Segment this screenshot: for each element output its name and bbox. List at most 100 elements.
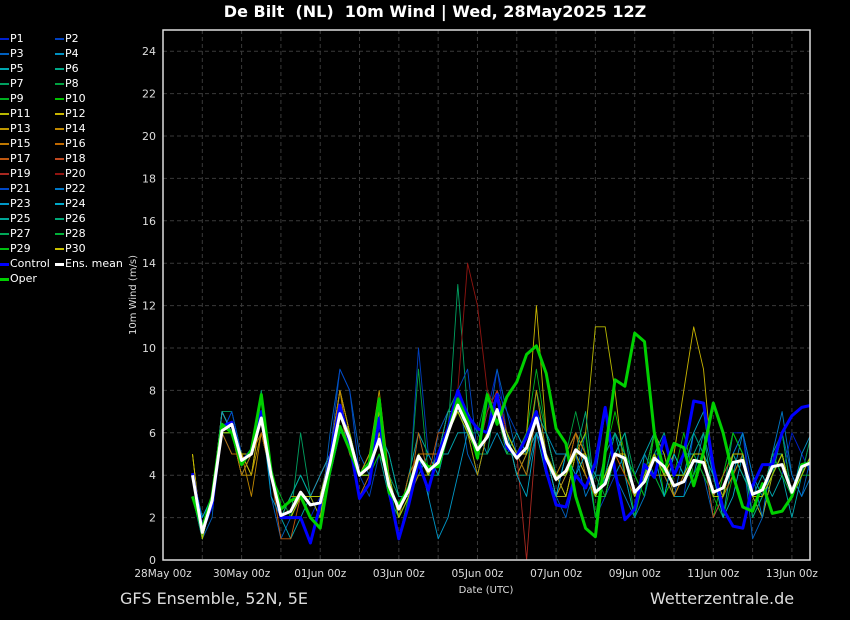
x-axis-label: Date (UTC)	[459, 585, 514, 596]
legend-item: P2	[55, 32, 79, 46]
y-tick-label: 6	[149, 427, 156, 440]
x-tick-label: 09Jun 00z	[609, 568, 661, 580]
legend-item: P29	[0, 242, 31, 256]
legend-label: P7	[10, 77, 24, 90]
x-tick-label: 28May 00z	[134, 568, 192, 580]
legend-item: P7	[0, 77, 24, 91]
legend-swatch	[55, 158, 64, 160]
legend-swatch	[0, 128, 9, 130]
legend-swatch	[55, 98, 64, 100]
legend-label: P28	[65, 227, 86, 240]
legend-item: P28	[55, 227, 86, 241]
legend-item: P17	[0, 152, 31, 166]
legend-label: P13	[10, 122, 31, 135]
legend-label: P9	[10, 92, 24, 105]
legend-label: P30	[65, 242, 86, 255]
y-tick-label: 16	[142, 215, 156, 228]
legend-swatch	[0, 143, 9, 145]
legend-label: P21	[10, 182, 31, 195]
legend-swatch	[0, 277, 9, 281]
legend-swatch	[55, 173, 64, 175]
legend-item: Ens. mean	[55, 257, 123, 271]
legend-label: P20	[65, 167, 86, 180]
legend-item: Oper	[0, 272, 37, 286]
legend-swatch	[55, 143, 64, 145]
legend-item: P21	[0, 182, 31, 196]
legend-swatch	[0, 203, 9, 205]
legend-item: P25	[0, 212, 31, 226]
legend-label: P25	[10, 212, 31, 225]
legend-label: P10	[65, 92, 86, 105]
x-tick-label: 01Jun 00z	[294, 568, 346, 580]
y-tick-label: 22	[142, 88, 156, 101]
legend-item: P12	[55, 107, 86, 121]
legend-item: P13	[0, 122, 31, 136]
legend-item: P20	[55, 167, 86, 181]
legend-label: P29	[10, 242, 31, 255]
legend-swatch	[0, 233, 9, 235]
legend-swatch	[55, 233, 64, 235]
legend-label: P2	[65, 32, 79, 45]
x-tick-label: 05Jun 00z	[451, 568, 503, 580]
y-tick-label: 2	[149, 512, 156, 525]
legend-swatch	[55, 113, 64, 115]
legend-item: P3	[0, 47, 24, 61]
y-tick-label: 8	[149, 384, 156, 397]
legend-swatch	[0, 113, 9, 115]
x-tick-label: 07Jun 00z	[530, 568, 582, 580]
legend-item: P22	[55, 182, 86, 196]
legend-item: P19	[0, 167, 31, 181]
x-tick-label: 11Jun 00z	[687, 568, 739, 580]
x-tick-label: 03Jun 00z	[373, 568, 425, 580]
legend-item: Control	[0, 257, 50, 271]
legend-swatch	[0, 248, 9, 250]
legend-swatch	[55, 203, 64, 205]
legend-swatch	[55, 188, 64, 190]
legend-label: P4	[65, 47, 79, 60]
legend-label: P22	[65, 182, 86, 195]
legend-item: P9	[0, 92, 24, 106]
legend-label: P16	[65, 137, 86, 150]
y-tick-label: 20	[142, 130, 156, 143]
legend-swatch	[0, 38, 9, 40]
legend-item: P30	[55, 242, 86, 256]
legend-swatch	[0, 98, 9, 100]
legend-label: P15	[10, 137, 31, 150]
legend-label: P14	[65, 122, 86, 135]
chart-title: De Bilt (NL) 10m Wind | Wed, 28May2025 1…	[223, 2, 647, 21]
y-tick-label: 18	[142, 172, 156, 185]
legend-item: P6	[55, 62, 79, 76]
legend-item: P15	[0, 137, 31, 151]
legend-label: P12	[65, 107, 86, 120]
legend-item: P8	[55, 77, 79, 91]
legend-item: P24	[55, 197, 86, 211]
legend-label: P6	[65, 62, 79, 75]
legend-item: P14	[55, 122, 86, 136]
legend-swatch	[55, 38, 64, 40]
y-axis-label: 10m Wind (m/s)	[128, 255, 139, 335]
legend-swatch	[0, 173, 9, 175]
legend-label: Oper	[10, 272, 37, 285]
y-tick-label: 0	[149, 554, 156, 567]
legend-label: Ens. mean	[65, 257, 123, 270]
legend-item: P11	[0, 107, 31, 121]
y-tick-label: 10	[142, 342, 156, 355]
legend-label: P11	[10, 107, 31, 120]
legend-label: P3	[10, 47, 24, 60]
legend-label: P23	[10, 197, 31, 210]
legend-label: P27	[10, 227, 31, 240]
legend-swatch	[0, 262, 9, 266]
legend-item: P10	[55, 92, 86, 106]
legend-item: P27	[0, 227, 31, 241]
legend-label: P8	[65, 77, 79, 90]
y-tick-label: 12	[142, 300, 156, 313]
legend-item: P4	[55, 47, 79, 61]
legend-swatch	[0, 188, 9, 190]
legend-label: Control	[10, 257, 50, 270]
model-info: GFS Ensemble, 52N, 5E	[120, 589, 308, 608]
legend-label: P18	[65, 152, 86, 165]
x-tick-label: 30May 00z	[213, 568, 271, 580]
legend-item: P5	[0, 62, 24, 76]
legend-item: P23	[0, 197, 31, 211]
